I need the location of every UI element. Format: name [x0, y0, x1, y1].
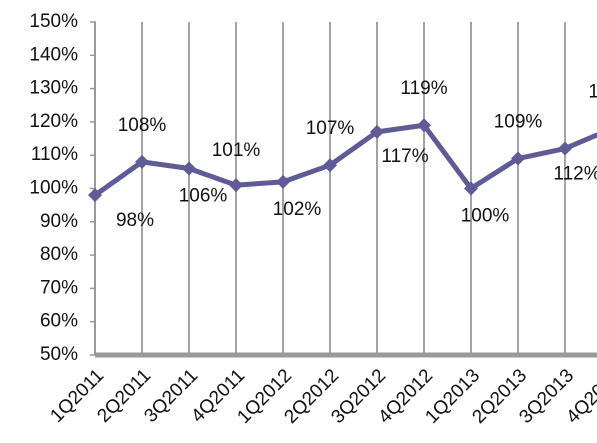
y-tick-label: 90% [40, 211, 78, 232]
point-marker [135, 154, 149, 169]
data-label: 109% [494, 112, 543, 133]
y-tick-label: 70% [40, 277, 78, 298]
data-label: 108% [118, 115, 167, 136]
data-label: 117% [381, 146, 428, 167]
y-tick-label: 60% [40, 311, 78, 332]
y-tick-label: 150% [29, 11, 78, 32]
y-tick-label: 100% [29, 178, 78, 199]
point-marker [558, 141, 572, 156]
point-marker [276, 174, 290, 189]
y-tick-label: 50% [40, 344, 78, 365]
y-tick-label: 110% [31, 144, 78, 165]
y-tick-label: 120% [29, 111, 78, 132]
point-marker [182, 161, 196, 176]
data-label: 112% [553, 164, 597, 185]
data-label: 102% [273, 199, 322, 220]
data-label: 101% [212, 140, 261, 161]
point-marker [229, 178, 243, 193]
y-tick-label: 140% [29, 44, 78, 65]
data-label: 107% [306, 118, 355, 139]
series-line [93, 122, 597, 198]
point-marker [323, 158, 337, 173]
data-label: 100% [461, 206, 510, 227]
point-marker [370, 124, 384, 139]
point-marker [464, 181, 478, 196]
y-tick-label: 130% [29, 78, 78, 99]
data-label: 119% [400, 78, 447, 99]
data-label: 98% [116, 210, 154, 231]
y-tick-label: 80% [40, 244, 78, 265]
point-marker [88, 188, 102, 203]
data-label: 106% [179, 186, 228, 207]
data-label: 118% [588, 82, 597, 103]
point-marker [417, 118, 431, 133]
point-marker [511, 151, 525, 166]
